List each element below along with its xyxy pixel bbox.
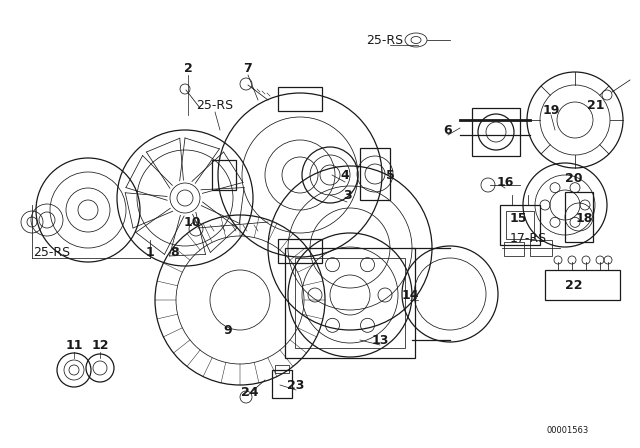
Text: 7: 7: [244, 61, 252, 74]
Bar: [278, 239, 322, 263]
Text: 18: 18: [575, 211, 593, 224]
Bar: [360, 148, 390, 200]
Bar: [272, 370, 292, 398]
Text: 12: 12: [92, 339, 109, 352]
Text: 11: 11: [65, 339, 83, 352]
Text: 2: 2: [184, 61, 193, 74]
Text: 00001563: 00001563: [547, 426, 589, 435]
Text: 22: 22: [565, 279, 583, 292]
Bar: [278, 87, 322, 111]
Bar: [506, 211, 534, 239]
Text: 1: 1: [146, 246, 154, 258]
Text: 25-RS: 25-RS: [196, 99, 234, 112]
Text: 21: 21: [588, 99, 605, 112]
Text: 23: 23: [287, 379, 305, 392]
Bar: [285, 248, 415, 358]
Text: 3: 3: [342, 189, 351, 202]
Text: 13: 13: [371, 333, 388, 346]
Bar: [545, 270, 620, 300]
Text: 10: 10: [183, 215, 201, 228]
Bar: [275, 365, 289, 373]
Bar: [472, 108, 520, 156]
Text: 20: 20: [565, 172, 583, 185]
Text: 25-RS: 25-RS: [33, 246, 70, 258]
Text: 16: 16: [496, 176, 514, 189]
Bar: [295, 258, 405, 348]
Text: 17-RS: 17-RS: [509, 232, 547, 245]
Text: 19: 19: [542, 103, 560, 116]
Text: 5: 5: [386, 168, 394, 181]
Text: 25-RS: 25-RS: [367, 34, 404, 47]
Bar: [565, 192, 593, 242]
Bar: [500, 205, 540, 245]
Text: 15: 15: [509, 211, 527, 224]
Text: 14: 14: [401, 289, 419, 302]
Bar: [530, 240, 552, 256]
Bar: [504, 242, 524, 256]
Text: 8: 8: [171, 246, 179, 258]
Text: 9: 9: [224, 323, 232, 336]
Text: 4: 4: [340, 168, 349, 181]
Text: 24: 24: [241, 385, 259, 399]
Bar: [212, 160, 236, 190]
Text: 6: 6: [444, 124, 452, 137]
